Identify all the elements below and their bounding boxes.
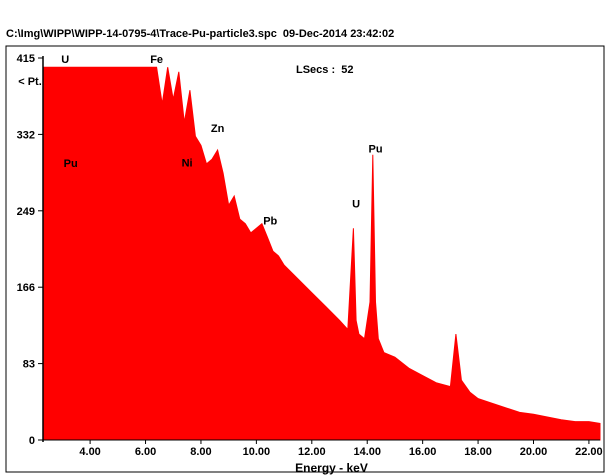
y-tick-label: 332 [17, 129, 35, 141]
y-tick-label: 249 [17, 206, 35, 218]
x-tick-label: 6.00 [135, 446, 156, 458]
peak-label: Pu [64, 158, 78, 170]
y-tick-label: 0 [29, 435, 35, 447]
x-tick-label: 20.00 [520, 446, 548, 458]
x-tick-label: 12.00 [298, 446, 326, 458]
peak-label: Ni [182, 157, 193, 169]
x-tick-label: 10.00 [243, 446, 271, 458]
x-tick-label: 18.00 [464, 446, 492, 458]
x-tick-label: 16.00 [409, 446, 437, 458]
x-tick-label: 22.00 [575, 446, 603, 458]
peak-label: Fe [150, 54, 163, 66]
chart-frame [5, 45, 605, 473]
y-tick-label: 166 [17, 282, 35, 294]
peak-label: U [61, 54, 69, 66]
peak-label: Pu [369, 143, 383, 155]
peak-label: U [352, 199, 360, 211]
spectrum-area [42, 66, 601, 441]
spectrum-header: C:\Img\WIPP\WIPP-14-0795-4\Trace-Pu-part… [6, 4, 394, 88]
lsecs-label: LSecs : 52 [296, 64, 354, 76]
y-tick-label: 83 [23, 359, 35, 371]
x-tick-label: 14.00 [353, 446, 381, 458]
y-tick-label: 415 [17, 53, 35, 65]
x-axis-label: Energy - keV [295, 461, 368, 475]
x-tick-label: 8.00 [190, 446, 211, 458]
file-path-label: C:\Img\WIPP\WIPP-14-0795-4\Trace-Pu-part… [6, 28, 395, 40]
peak-label: Pb [263, 215, 277, 227]
peak-label: Zn [211, 123, 225, 135]
x-tick-label: 4.00 [79, 446, 100, 458]
